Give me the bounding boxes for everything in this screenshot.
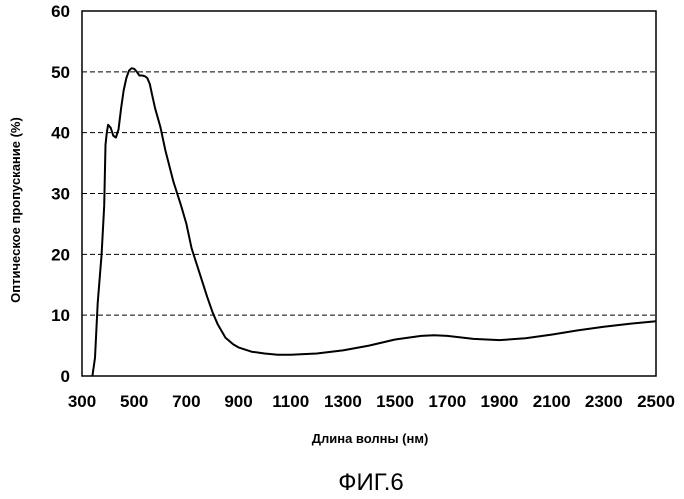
- y-tick-labels: 0 10 20 30 40 50 60: [51, 2, 70, 386]
- x-tick-labels: 300 500 700 900 1100 1300 1500 1700 1900 2100 2300…: [68, 392, 675, 411]
- grid-lines: [82, 72, 656, 315]
- x-axis-label: Длина волны (нм): [312, 431, 429, 446]
- x-tick-label: 700: [172, 392, 200, 411]
- y-tick-label: 20: [51, 245, 70, 264]
- y-axis-label: Оптическое пропускание (%): [8, 117, 23, 303]
- x-tick-label: 2100: [533, 392, 571, 411]
- x-tick-label: 500: [120, 392, 148, 411]
- x-tick-label: 300: [68, 392, 96, 411]
- transmission-curve: [92, 68, 656, 376]
- y-tick-label: 0: [61, 367, 70, 386]
- x-tick-label: 1700: [428, 392, 466, 411]
- y-tick-label: 60: [51, 2, 70, 21]
- plot-frame: [82, 11, 656, 376]
- figure-label: ФИГ.6: [338, 469, 404, 496]
- y-tick-label: 50: [51, 63, 70, 82]
- x-tick-label: 900: [224, 392, 252, 411]
- x-tick-label: 1500: [376, 392, 414, 411]
- y-tick-label: 30: [51, 185, 70, 204]
- x-tick-label: 1300: [324, 392, 362, 411]
- x-tick-label: 2500: [637, 392, 675, 411]
- y-tick-label: 10: [51, 306, 70, 325]
- x-tick-label: 1100: [272, 392, 309, 411]
- y-tick-label: 40: [51, 124, 70, 143]
- x-tick-label: 2300: [585, 392, 623, 411]
- x-tick-label: 1900: [481, 392, 519, 411]
